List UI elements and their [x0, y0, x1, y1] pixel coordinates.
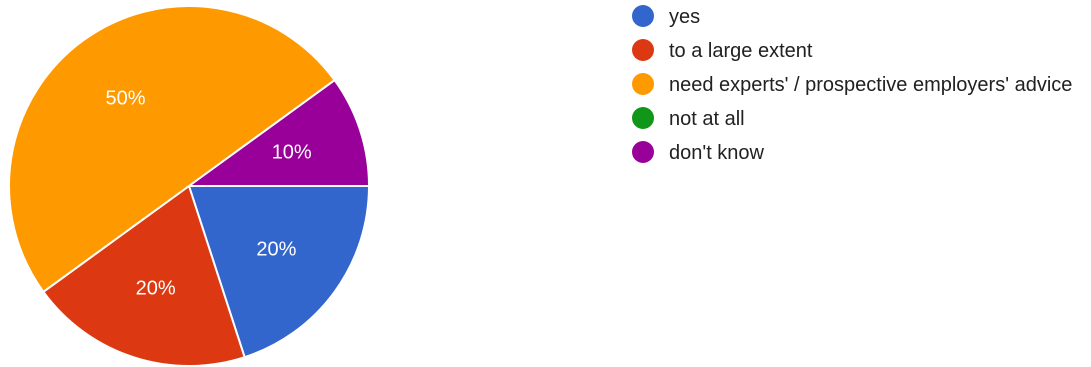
pie-chart: 20% 20% 50% 10% [8, 5, 371, 367]
legend-label: yes [669, 6, 701, 28]
legend-label: not at all [669, 108, 745, 130]
pie-slice-0[interactable] [187, 185, 371, 359]
legend-label: need experts' / prospective employers' a… [669, 74, 1073, 96]
legend-swatch-icon [632, 5, 654, 27]
chart-legend: yes to a large extent need experts' / pros… [632, 4, 1087, 174]
pie-slice-label-2: 50% [106, 88, 146, 110]
legend-item-1[interactable]: to a large extent [632, 38, 1087, 65]
legend-item-2[interactable]: need experts' / prospective employers' a… [632, 72, 1087, 99]
pie-slice-1[interactable] [41, 184, 246, 367]
legend-label: don't know [669, 142, 764, 164]
legend-swatch-icon [632, 141, 654, 163]
legend-item-3[interactable]: not at all [632, 106, 1087, 133]
pie-slice-4[interactable] [185, 78, 371, 187]
pie-slice-label-0: 20% [256, 238, 296, 260]
legend-swatch-icon [632, 107, 654, 129]
legend-item-4[interactable]: don't know [632, 140, 1087, 167]
legend-swatch-icon [632, 73, 654, 95]
legend-label: to a large extent [669, 40, 813, 62]
pie-slice-2[interactable] [8, 5, 337, 294]
legend-item-0[interactable]: yes [632, 4, 1087, 31]
pie-slice-label-4: 10% [272, 142, 312, 164]
legend-swatch-icon [632, 39, 654, 61]
pie-slice-label-1: 20% [136, 278, 176, 300]
